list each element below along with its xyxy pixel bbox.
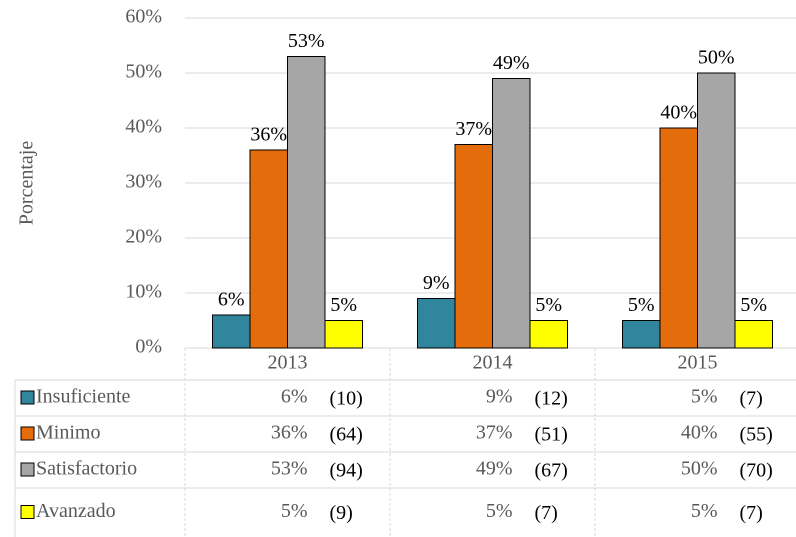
data-label: 37% <box>455 118 492 140</box>
table-value: 5% <box>691 386 718 408</box>
bar <box>529 320 568 349</box>
bar <box>324 320 363 349</box>
data-label: 5% <box>740 294 767 316</box>
legend-label: Insuficiente <box>36 386 131 408</box>
legend-key <box>20 462 35 477</box>
y-tick-label: 50% <box>125 61 162 83</box>
y-tick-label: 0% <box>135 336 162 358</box>
data-label: 6% <box>218 289 245 311</box>
table-value: 49% <box>476 458 513 480</box>
data-label: 36% <box>250 124 287 146</box>
data-label: 5% <box>330 294 357 316</box>
table-value: 6% <box>281 386 308 408</box>
y-axis-label: Porcentaje <box>16 141 38 226</box>
y-tick-label: 20% <box>125 226 162 248</box>
table-count: (12) <box>535 388 568 410</box>
table-value: 53% <box>271 458 308 480</box>
table-count: (94) <box>330 460 363 482</box>
data-label: 9% <box>423 272 450 294</box>
bar <box>417 298 456 349</box>
table-value: 50% <box>681 458 718 480</box>
data-label: 5% <box>628 294 655 316</box>
legend-label: Avanzado <box>36 500 116 522</box>
table-value: 5% <box>691 500 718 522</box>
bar <box>697 72 736 349</box>
legend-key <box>20 426 35 441</box>
y-tick-label: 40% <box>125 116 162 138</box>
y-tick-label: 60% <box>125 6 162 28</box>
bar <box>622 320 661 349</box>
table-value: 36% <box>271 422 308 444</box>
table-value: 9% <box>486 386 513 408</box>
table-count: (51) <box>535 424 568 446</box>
x-tick-label: 2015 <box>678 352 718 374</box>
table-count: (7) <box>740 388 763 410</box>
table-count: (7) <box>535 502 558 524</box>
table-count: (64) <box>330 424 363 446</box>
bar <box>492 78 531 349</box>
bar <box>212 314 251 349</box>
data-label: 53% <box>288 30 325 52</box>
legend-key <box>20 390 35 405</box>
bar <box>287 56 326 349</box>
bar <box>454 144 493 349</box>
table-value: 37% <box>476 422 513 444</box>
legend-label: Satisfactorio <box>36 458 137 480</box>
legend-label: Minimo <box>36 422 100 444</box>
bar <box>249 149 288 349</box>
table-value: 5% <box>281 500 308 522</box>
table-value: 40% <box>681 422 718 444</box>
table-count: (55) <box>740 424 773 446</box>
data-label: 50% <box>698 47 735 69</box>
data-label: 5% <box>535 294 562 316</box>
x-tick-label: 2013 <box>268 352 308 374</box>
data-label: 40% <box>660 102 697 124</box>
x-tick-label: 2014 <box>473 352 513 374</box>
table-count: (7) <box>740 502 763 524</box>
table-count: (67) <box>535 460 568 482</box>
y-tick-label: 10% <box>125 281 162 303</box>
table-value: 5% <box>486 500 513 522</box>
data-label: 49% <box>493 52 530 74</box>
legend-key <box>20 505 35 519</box>
y-tick-label: 30% <box>125 171 162 193</box>
table-count: (9) <box>330 502 353 524</box>
table-count: (70) <box>740 460 773 482</box>
bar <box>734 320 773 349</box>
table-count: (10) <box>330 388 363 410</box>
bar <box>659 127 698 349</box>
